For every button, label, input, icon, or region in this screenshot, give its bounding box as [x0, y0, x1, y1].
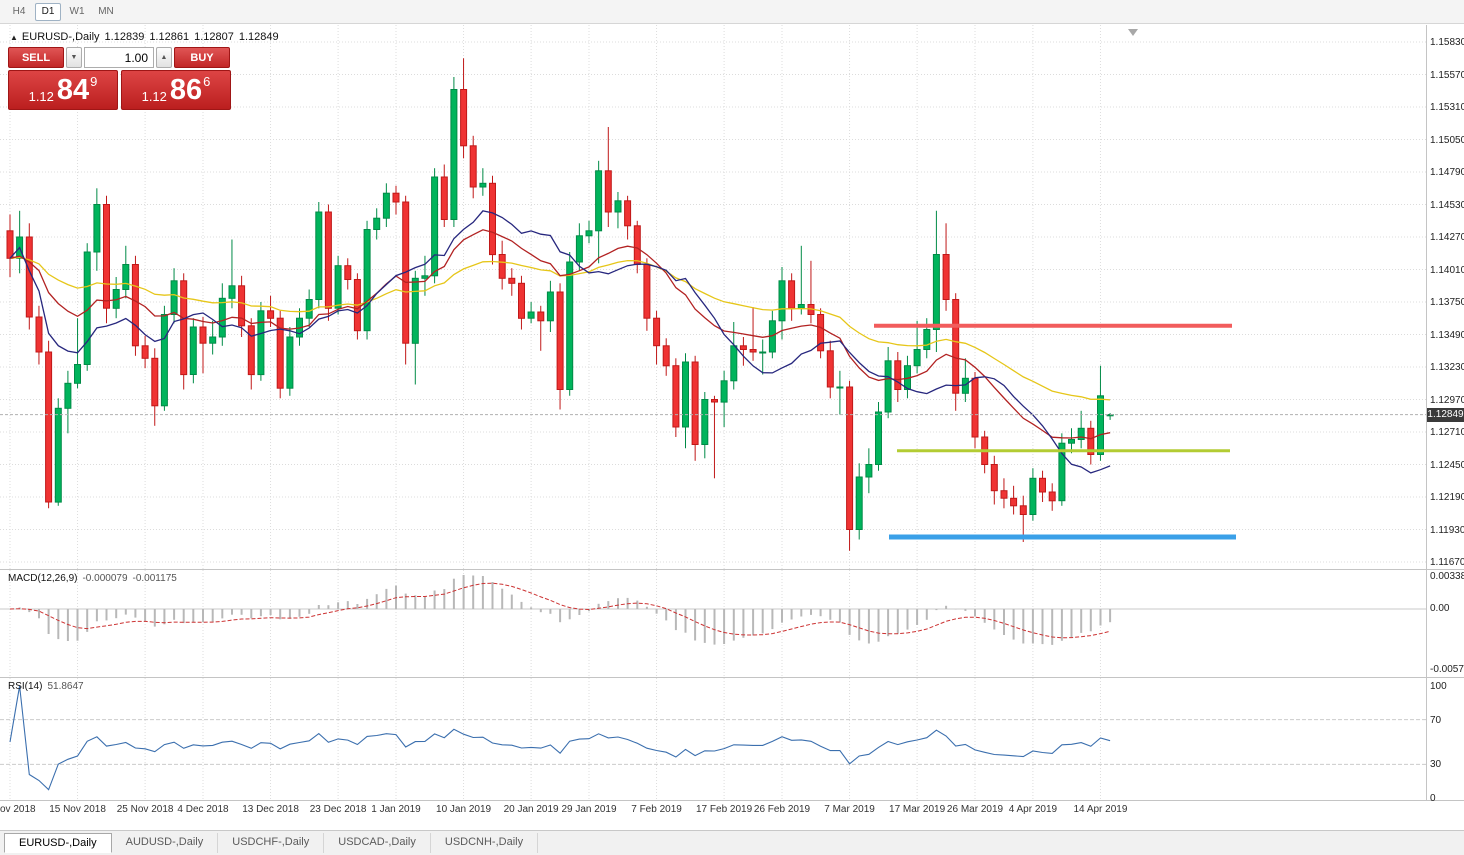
price-tick-label: 1.14790 — [1430, 167, 1464, 178]
bid-price-pip: 9 — [90, 73, 98, 89]
date-tick-label: 17 Feb 2019 — [696, 804, 753, 815]
price-tick-label: 1.13750 — [1430, 297, 1464, 308]
panel-separator — [0, 677, 1464, 678]
date-tick-label: 13 Dec 2018 — [242, 804, 299, 815]
rsi-name: RSI(14) — [8, 681, 43, 692]
chart-shift-icon[interactable] — [1128, 29, 1138, 36]
price-tick-label: 1.13230 — [1430, 362, 1464, 373]
price-tick-label: 1.13490 — [1430, 329, 1464, 341]
date-tick-label: 26 Feb 2019 — [753, 804, 811, 815]
bid-price-prefix: 1.12 — [28, 89, 54, 104]
timeframe-button-h4[interactable]: H4 — [12, 6, 26, 17]
rsi-axis-label: 70 — [1430, 714, 1442, 726]
price-tick-label: 1.14270 — [1430, 232, 1464, 243]
timeframe-button-d1[interactable]: D1 — [35, 2, 61, 21]
ask-price-prefix: 1.12 — [141, 89, 167, 104]
date-tick-label: 29 Jan 2019 — [561, 804, 617, 815]
timeframe-buttons: H4 D1 W1 MN — [6, 2, 119, 21]
symbol-title: EURUSD-,Daily — [21, 31, 100, 43]
timeframe-button-w1[interactable]: W1 — [69, 6, 85, 17]
current-price-badge: 1.12849 — [1427, 408, 1464, 422]
sell-button[interactable]: SELL — [8, 47, 64, 68]
price-tick-label: 1.11670 — [1430, 557, 1464, 568]
panel-separator — [0, 800, 1464, 801]
macd-label: MACD(12,26,9) -0.000079 -0.001175 — [8, 573, 177, 584]
symbol-tab-audusd[interactable]: AUDUSD-,Daily — [112, 833, 219, 853]
symbol-tab-usdchf[interactable]: USDCHF-,Daily — [218, 833, 325, 853]
ohlc-close: 1.12849 — [238, 31, 279, 43]
rsi-indicator-panel[interactable] — [0, 678, 1464, 799]
macd-indicator-panel[interactable] — [0, 570, 1464, 676]
buy-button[interactable]: BUY — [174, 47, 230, 68]
timeframe-button-mn[interactable]: MN — [98, 6, 114, 17]
price-tick-label: 1.12190 — [1430, 492, 1464, 503]
rsi-value: 51.8647 — [47, 681, 84, 692]
date-tick-label: 7 Feb 2019 — [631, 804, 682, 815]
date-tick-label: 23 Dec 2018 — [309, 804, 367, 815]
symbol-tab-usdcnh[interactable]: USDCNH-,Daily — [431, 833, 539, 853]
date-tick-label: 17 Mar 2019 — [889, 804, 946, 815]
price-tick-label: 1.15050 — [1430, 134, 1464, 146]
symbol-tab-eurusd[interactable]: EURUSD-,Daily — [4, 833, 112, 853]
rsi-axis-label: 30 — [1430, 759, 1442, 771]
date-tick-label: 6 Nov 2018 — [0, 804, 36, 815]
rsi-axis-label: 100 — [1430, 681, 1447, 692]
symbol-tab-usdcad[interactable]: USDCAD-,Daily — [324, 833, 431, 853]
collapse-trade-panel-icon[interactable]: ▲ — [10, 33, 18, 42]
price-tick-label: 1.11930 — [1430, 524, 1464, 536]
symbol-tabs: EURUSD-,Daily AUDUSD-,Daily USDCHF-,Daily U… — [4, 831, 539, 853]
date-tick-label: 7 Mar 2019 — [824, 804, 875, 815]
chart-ohlc-header: ▲ EURUSD-,Daily 1.12839 1.12861 1.12807 1.128… — [10, 31, 284, 43]
main-price-chart[interactable] — [0, 25, 1464, 570]
macd-signal-value: -0.001175 — [132, 573, 177, 584]
buy-price-box[interactable]: 1.12 86 6 — [121, 70, 231, 110]
price-tick-label: 1.14010 — [1430, 264, 1464, 276]
panel-separator — [0, 569, 1464, 570]
macd-name: MACD(12,26,9) — [8, 573, 78, 584]
price-tick-label: 1.15830 — [1430, 37, 1464, 48]
date-tick-label: 4 Dec 2018 — [177, 804, 229, 815]
price-scale-divider — [1426, 25, 1427, 800]
price-tick-label: 1.15570 — [1430, 69, 1464, 81]
macd-axis-label: 0.00 — [1430, 603, 1450, 614]
date-tick-label: 4 Apr 2019 — [1008, 804, 1058, 815]
timeframe-toolbar: H4 D1 W1 MN — [0, 0, 1464, 24]
volume-decrease-button[interactable]: ▼ — [66, 47, 82, 68]
price-tick-label: 1.14530 — [1430, 199, 1464, 211]
price-tick-label: 1.12450 — [1430, 459, 1464, 471]
price-tick-label: 1.15310 — [1430, 102, 1464, 113]
rsi-axis-label: 0 — [1430, 793, 1436, 804]
sell-price-box[interactable]: 1.12 84 9 — [8, 70, 118, 110]
ask-price-pip: 6 — [203, 73, 211, 89]
date-tick-label: 1 Jan 2019 — [371, 804, 421, 815]
date-tick-label: 15 Nov 2018 — [49, 804, 106, 815]
bid-price-big: 84 — [56, 73, 90, 106]
price-tick-label: 1.12710 — [1430, 427, 1464, 438]
ask-price-big: 86 — [169, 73, 203, 106]
ohlc-low: 1.12807 — [194, 31, 234, 43]
price-tick-label: 1.12970 — [1430, 394, 1464, 406]
macd-axis-label: 0.003387 — [1430, 571, 1464, 582]
date-tick-label: 14 Apr 2019 — [1073, 804, 1128, 815]
date-tick-label: 20 Jan 2019 — [503, 804, 559, 815]
volume-increase-button[interactable]: ▲ — [156, 47, 172, 68]
macd-main-value: -0.000079 — [82, 573, 128, 584]
volume-input[interactable] — [84, 47, 154, 68]
date-tick-label: 25 Nov 2018 — [116, 804, 174, 815]
ohlc-open: 1.12839 — [104, 31, 145, 43]
macd-axis-label: -0.00576 — [1430, 664, 1464, 675]
ohlc-high: 1.12861 — [149, 31, 190, 43]
rsi-label: RSI(14) 51.8647 — [8, 681, 84, 692]
date-tick-label: 26 Mar 2019 — [946, 804, 1004, 815]
symbol-tabs-bar: EURUSD-,Daily AUDUSD-,Daily USDCHF-,Daily U… — [0, 830, 1464, 855]
date-tick-label: 10 Jan 2019 — [436, 804, 492, 815]
